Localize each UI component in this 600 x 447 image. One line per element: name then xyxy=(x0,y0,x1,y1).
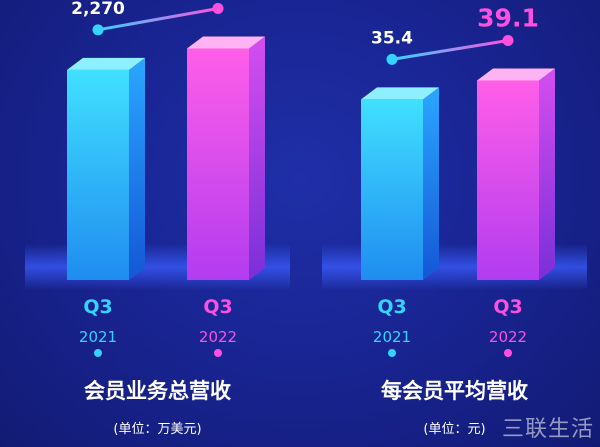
category-year-label: 2022 xyxy=(489,328,527,346)
bar-side xyxy=(249,36,265,280)
bar-front xyxy=(187,48,249,280)
bar-front xyxy=(361,99,423,280)
chart-panel-1: 2,270 2,500 Q3 2021 Q3 2022 会员业务总营收 (单位：万美元) xyxy=(25,0,290,437)
category-quarter-label: Q3 xyxy=(377,296,406,318)
value-label-2021: 2,270 xyxy=(71,0,125,19)
category-year-label: 2022 xyxy=(199,328,237,346)
value-dot xyxy=(502,35,514,47)
category-quarter-label: Q3 xyxy=(493,296,522,318)
value-label-2021: 35.4 xyxy=(371,28,413,48)
chart-panel-2: 35.4 39.1 Q3 2021 Q3 2022 每会员平均营收 (单位：元) xyxy=(322,4,587,437)
category-quarter-label: Q3 xyxy=(83,296,112,318)
base-marker xyxy=(214,349,222,357)
base-marker xyxy=(94,349,102,357)
chart-title: 每会员平均营收 xyxy=(381,379,528,403)
value-label-2022: 2,500 xyxy=(178,0,257,1)
bar-2022 xyxy=(477,68,555,281)
bar-side xyxy=(423,87,439,280)
chart-subtitle: (单位：元) xyxy=(423,422,485,437)
trend-line xyxy=(391,39,509,61)
value-dot xyxy=(386,53,398,65)
bar-front xyxy=(477,80,539,281)
bar-front xyxy=(67,69,129,280)
bar-top xyxy=(361,87,439,100)
bar-top xyxy=(187,36,265,49)
value-label-2022: 39.1 xyxy=(477,4,539,33)
bar-2021 xyxy=(361,87,439,280)
bar-top xyxy=(477,68,555,81)
value-dot xyxy=(92,24,104,36)
category-year-label: 2021 xyxy=(79,328,117,346)
bar-side xyxy=(539,68,555,281)
base-marker xyxy=(388,349,396,357)
bar-2022 xyxy=(187,36,265,280)
bar-top xyxy=(67,57,145,70)
base-marker xyxy=(504,349,512,357)
category-year-label: 2021 xyxy=(373,328,411,346)
bar-side xyxy=(129,57,145,280)
trend-line xyxy=(97,7,219,32)
watermark: 三联生活 xyxy=(501,417,594,442)
bar-2021 xyxy=(67,57,145,280)
value-dot xyxy=(212,3,224,15)
chart-title: 会员业务总营收 xyxy=(84,379,231,403)
category-quarter-label: Q3 xyxy=(203,296,232,318)
chart-subtitle: (单位：万美元) xyxy=(113,422,201,437)
